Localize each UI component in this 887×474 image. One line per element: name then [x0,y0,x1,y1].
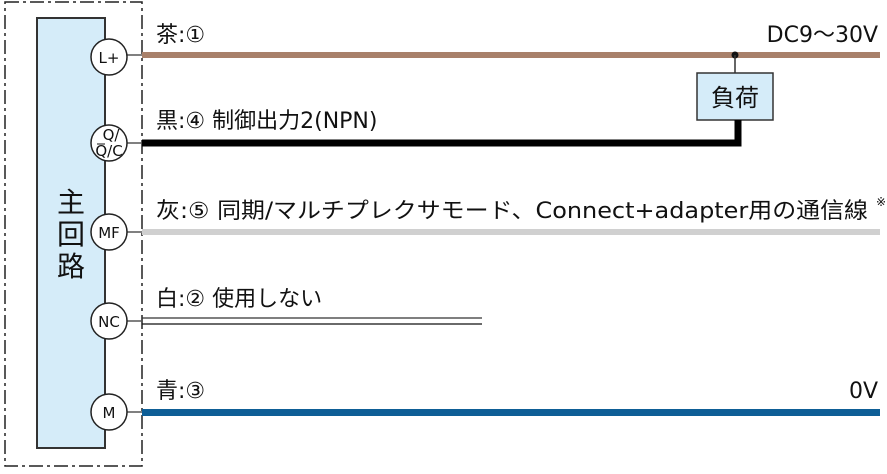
wire-black [142,120,742,147]
wire-label-blue: 青:③ [156,379,205,404]
wire-label-white: 白:② 使用しない [156,287,322,312]
pin-nc: NC [90,302,128,340]
svg-text:Q/C: Q/C [95,142,122,160]
supply-voltage-label: DC9〜30V [767,23,878,48]
main-circuit-char: 主 [57,186,85,219]
wire-brown [142,52,880,58]
wire-gray [142,229,880,235]
ground-voltage-label: 0V [849,379,878,404]
svg-text:L+: L+ [99,49,120,67]
svg-text:NC: NC [98,313,120,331]
pin-mf: MF [90,213,128,251]
wire-blue [142,409,880,416]
pin-q-qc: Q/ Q/C [90,124,128,162]
load-label: 負荷 [711,84,759,112]
note-mark: ※ [876,195,886,209]
svg-text:M: M [103,404,116,422]
pin-l-plus: L+ [90,38,128,76]
main-circuit-char: 路 [57,250,85,283]
pin-m: M [90,393,128,431]
wire-label-gray: 灰:⑤ 同期/マルチプレクサモード、Connect+adapter用の通信線 [156,199,868,224]
svg-text:MF: MF [98,224,120,242]
wire-label-brown: 茶:① [156,23,205,48]
wire-white [142,317,482,325]
wire-label-black: 黒:④ 制御出力2(NPN) [156,109,377,134]
svg-text:Q/: Q/ [103,126,121,144]
main-circuit-char: 回 [57,218,85,251]
